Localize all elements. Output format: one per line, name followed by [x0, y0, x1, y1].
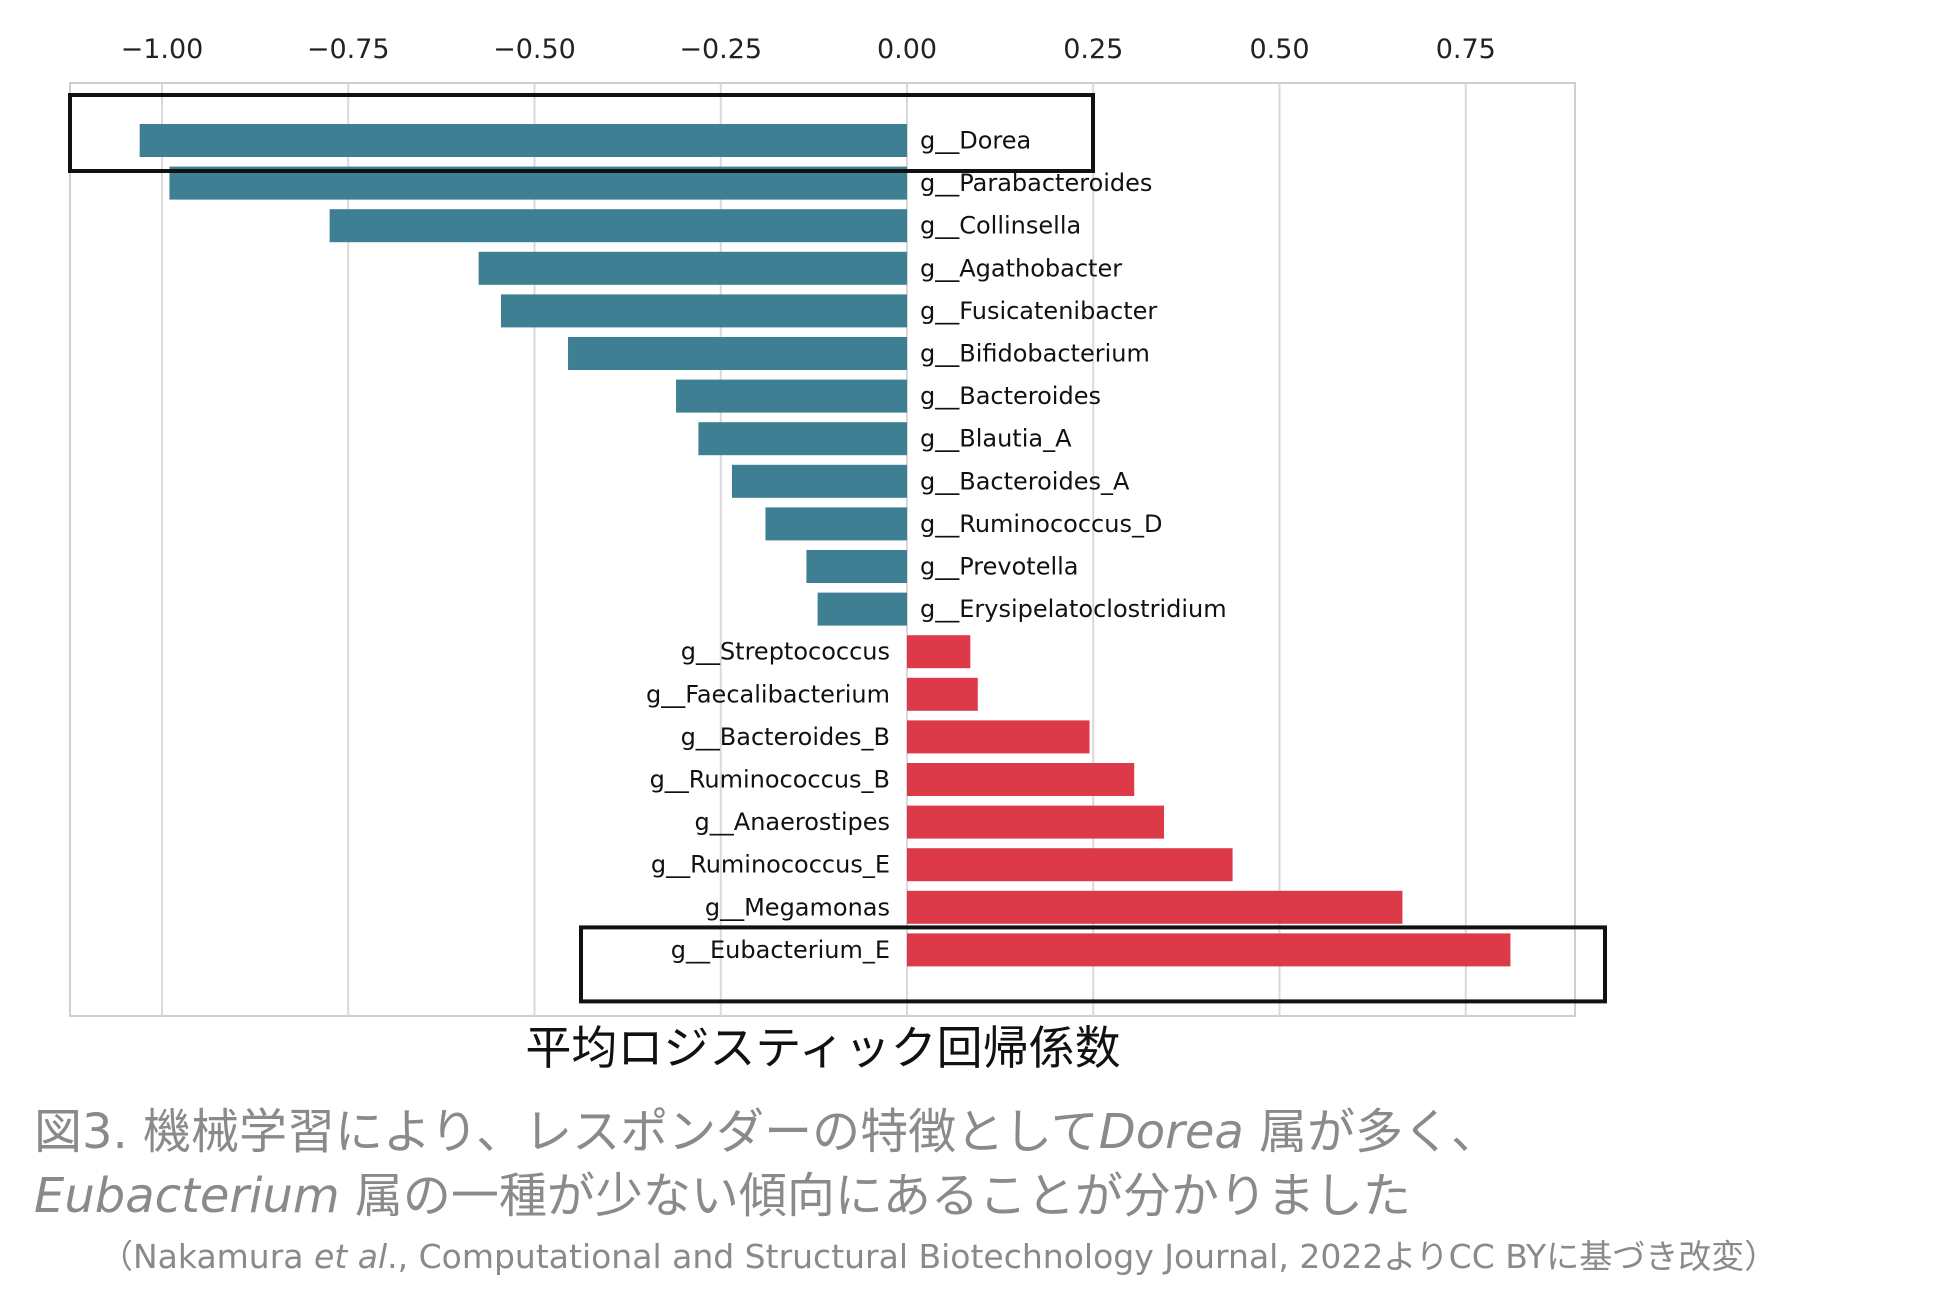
bar-g-collinsella [329, 209, 907, 243]
bar-g-anaerostipes [907, 805, 1165, 839]
bar-g-ruminococcus-e [907, 848, 1233, 882]
category-label: g__Bifidobacterium [920, 340, 1150, 368]
category-label: g__Ruminococcus_B [650, 766, 890, 794]
bar-g-fusicatenibacter [500, 294, 907, 328]
bar-g-bacteroides-b [907, 720, 1090, 754]
plot-frame [69, 82, 1576, 1017]
bar-g-erysipelatoclostridium [817, 592, 907, 626]
caption-line-2: Eubacterium 属の一種が少ない傾向にあることが分かりました [34, 1156, 1411, 1226]
category-label: g__Blautia_A [920, 425, 1072, 453]
bar-g-eubacterium-e [907, 933, 1511, 967]
bar-g-bifidobacterium [568, 337, 907, 370]
category-label: g__Eubacterium_E [671, 936, 890, 964]
x-tick-label: −1.00 [121, 34, 204, 65]
category-label: g__Megamonas [705, 893, 890, 921]
highlight-box-dorea [68, 93, 1095, 173]
category-label: g__Agathobacter [920, 254, 1122, 282]
genus-dorea: Dorea [1098, 1104, 1244, 1160]
category-labels: g__Dorea g__Parabacteroides g__Collinsella… [646, 127, 1227, 964]
bar-g-prevotella [806, 550, 907, 583]
category-label: g__Parabacteroides [920, 169, 1152, 197]
caption-text: 図3. 機械学習により、レスポンダーの特徴として [34, 1104, 1099, 1160]
source-citation: （Nakamura et al., Computational and Stru… [100, 1230, 1777, 1278]
category-label: g__Bacteroides [920, 382, 1101, 410]
citation-text: ., Computational and Structural Biotechn… [387, 1237, 1778, 1276]
category-label: g__Bacteroides_A [920, 467, 1130, 495]
highlight-box-eubacterium [579, 925, 1607, 1004]
x-tick-label: 0.75 [1436, 34, 1496, 65]
bar-g-streptococcus [907, 635, 971, 669]
x-tick-label: 0.50 [1249, 34, 1309, 65]
category-label: g__Collinsella [920, 212, 1081, 240]
category-label: g__Prevotella [920, 553, 1079, 581]
x-tick-label: −0.50 [493, 34, 576, 65]
x-tick-label: 0.00 [877, 34, 937, 65]
bar-g-agathobacter [478, 251, 907, 285]
category-label: g__Erysipelatoclostridium [920, 595, 1227, 623]
genus-eubacterium: Eubacterium [34, 1168, 340, 1224]
bar-g-blautia-a [698, 422, 907, 456]
citation-et-al: et al [314, 1237, 388, 1276]
bar-g-dorea [139, 124, 907, 157]
category-label: g__Bacteroides_B [681, 723, 890, 751]
caption-line-1: 図3. 機械学習により、レスポンダーの特徴としてDorea 属が多く、 [34, 1092, 1499, 1162]
bar-g-ruminococcus-d [765, 507, 907, 541]
x-tick-labels: −1.00 −0.75 −0.50 −0.25 0.00 0.25 0.50 0.75 [121, 34, 1496, 65]
category-label: g__Dorea [920, 127, 1031, 155]
x-tick-label: −0.75 [307, 34, 390, 65]
citation-text: （Nakamura [100, 1237, 315, 1276]
bar-g-bacteroides-a [731, 464, 907, 498]
x-axis-label: 平均ロジスティック回帰係数 [525, 1021, 1120, 1075]
category-label: g__Ruminococcus_E [651, 851, 890, 879]
x-tick-label: −0.25 [679, 34, 762, 65]
bar-g-bacteroides [676, 379, 907, 413]
caption-text: 属の一種が少ない傾向にあることが分かりました [339, 1168, 1411, 1224]
highlight-boxes [68, 93, 1607, 1004]
bars [139, 124, 1511, 967]
category-label: g__Fusicatenibacter [920, 297, 1157, 325]
bar-g-megamonas [907, 890, 1403, 924]
category-label: g__Faecalibacterium [646, 680, 890, 708]
bar-g-ruminococcus-b [907, 763, 1135, 796]
x-tick-label: 0.25 [1063, 34, 1123, 65]
category-label: g__Streptococcus [681, 638, 890, 666]
bar-g-faecalibacterium [907, 677, 978, 711]
category-label: g__Anaerostipes [695, 808, 890, 836]
caption-text: 属が多く、 [1243, 1104, 1500, 1160]
category-label: g__Ruminococcus_D [920, 510, 1162, 538]
